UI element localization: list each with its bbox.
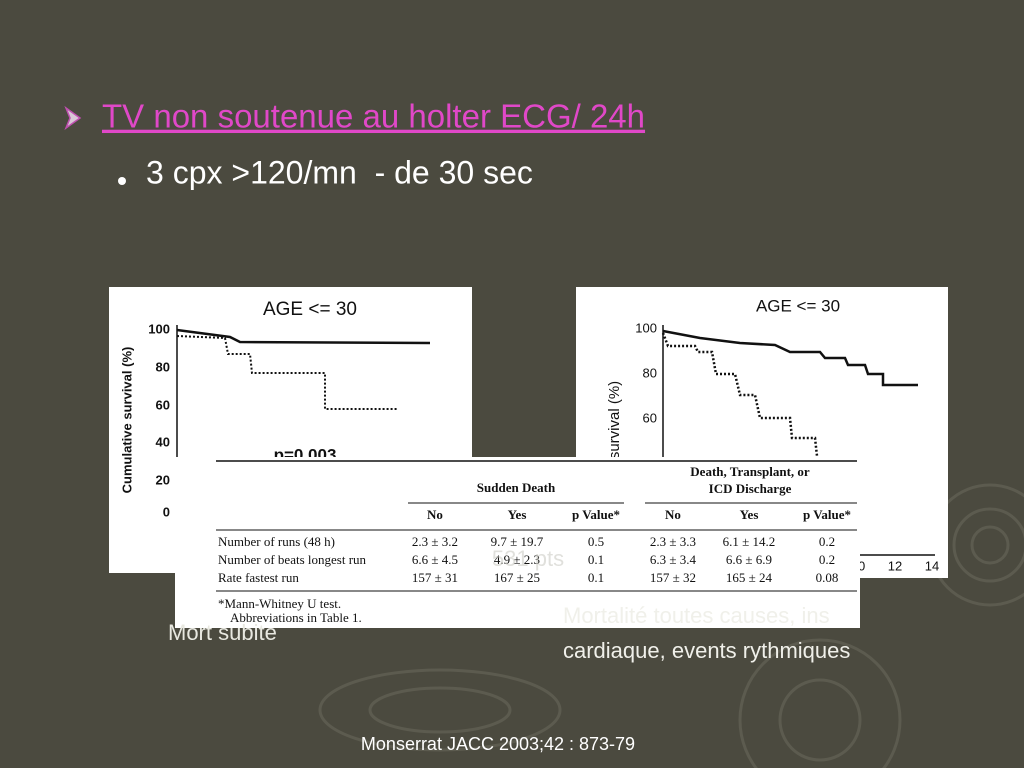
column-header: No xyxy=(665,507,681,522)
y-tick-label: 60 xyxy=(156,397,170,412)
row-label: Number of beats longest run xyxy=(218,552,367,567)
table-cell: 0.5 xyxy=(588,534,604,549)
survival-curve xyxy=(662,329,918,387)
table-cell: 2.3 ± 3.3 xyxy=(650,534,696,549)
y-tick-label: 80 xyxy=(643,365,657,380)
bullet-dot xyxy=(118,177,126,185)
table-cell: 157 ± 32 xyxy=(650,570,696,585)
group-header: Death, Transplant, or xyxy=(690,464,810,479)
y-tick-label: 40 xyxy=(156,434,170,449)
table-cell: 0.08 xyxy=(816,570,839,585)
y-tick-label: 80 xyxy=(156,359,170,374)
table-cell: 6.1 ± 14.2 xyxy=(723,534,776,549)
caption: Mortalité toutes causes, ins xyxy=(563,603,830,628)
table-footnote: *Mann-Whitney U test. xyxy=(218,596,341,611)
sub-bullet: 3 cpx >120/mn - de 30 sec xyxy=(146,154,533,190)
group-header: Sudden Death xyxy=(477,480,556,495)
survival-curve-dotted xyxy=(661,332,860,467)
y-tick-label: 60 xyxy=(643,410,657,425)
y-tick-label: 100 xyxy=(148,321,170,336)
column-header: No xyxy=(427,507,443,522)
table-cell: 0.1 xyxy=(588,552,604,567)
row-label: Number of runs (48 h) xyxy=(218,534,335,549)
y-tick-label: 0 xyxy=(163,504,170,519)
bullet-arrow xyxy=(64,105,82,131)
table-cell: 157 ± 31 xyxy=(412,570,458,585)
caption: cardiaque, events rythmiques xyxy=(563,638,850,663)
y-tick-label: 100 xyxy=(635,320,657,335)
x-tick-label: 14 xyxy=(925,558,939,573)
y-tick-label: 20 xyxy=(156,472,170,487)
table: Sudden Death Death, Transplant, or ICD D… xyxy=(175,457,860,628)
table-cell: 6.6 ± 4.5 xyxy=(412,552,458,567)
table-cell: 0.2 xyxy=(819,534,835,549)
table-cell: 6.6 ± 6.9 xyxy=(726,552,772,567)
table-background xyxy=(175,457,860,628)
column-header: p Value* xyxy=(803,507,851,522)
overlay-label: 531 pts xyxy=(492,546,564,571)
survival-curve-dotted xyxy=(176,335,397,410)
figure-title: AGE <= 30 xyxy=(263,299,357,320)
survival-curve xyxy=(176,328,431,345)
caption: Mort subite xyxy=(168,620,277,645)
table-cell: 0.1 xyxy=(588,570,604,585)
table-cell: 0.2 xyxy=(819,552,835,567)
table-cell: 4.9 ± 2.3 xyxy=(494,552,540,567)
column-header: p Value* xyxy=(572,507,620,522)
reference: Monserrat JACC 2003;42 : 873-79 xyxy=(361,734,635,754)
table-cell: 2.3 ± 3.2 xyxy=(412,534,458,549)
figure-title: AGE <= 30 xyxy=(756,296,840,315)
table-footnote: Abbreviations in Table 1. xyxy=(230,610,362,625)
table-cell: 167 ± 25 xyxy=(494,570,540,585)
group-header: ICD Discharge xyxy=(709,481,792,496)
row-label: Rate fastest run xyxy=(218,570,299,585)
y-axis-label: Cumulative survival (%) xyxy=(119,347,134,494)
y-axis-label: survival (%) xyxy=(606,381,623,459)
column-header: Yes xyxy=(740,507,759,522)
x-tick-label: 12 xyxy=(888,558,902,573)
table-cell: 165 ± 24 xyxy=(726,570,773,585)
heading-bullet: TV non soutenue au holter ECG/ 24h xyxy=(102,98,645,135)
table-cell: 9.7 ± 19.7 xyxy=(491,534,544,549)
column-header: Yes xyxy=(508,507,527,522)
table-cell: 6.3 ± 3.4 xyxy=(650,552,697,567)
